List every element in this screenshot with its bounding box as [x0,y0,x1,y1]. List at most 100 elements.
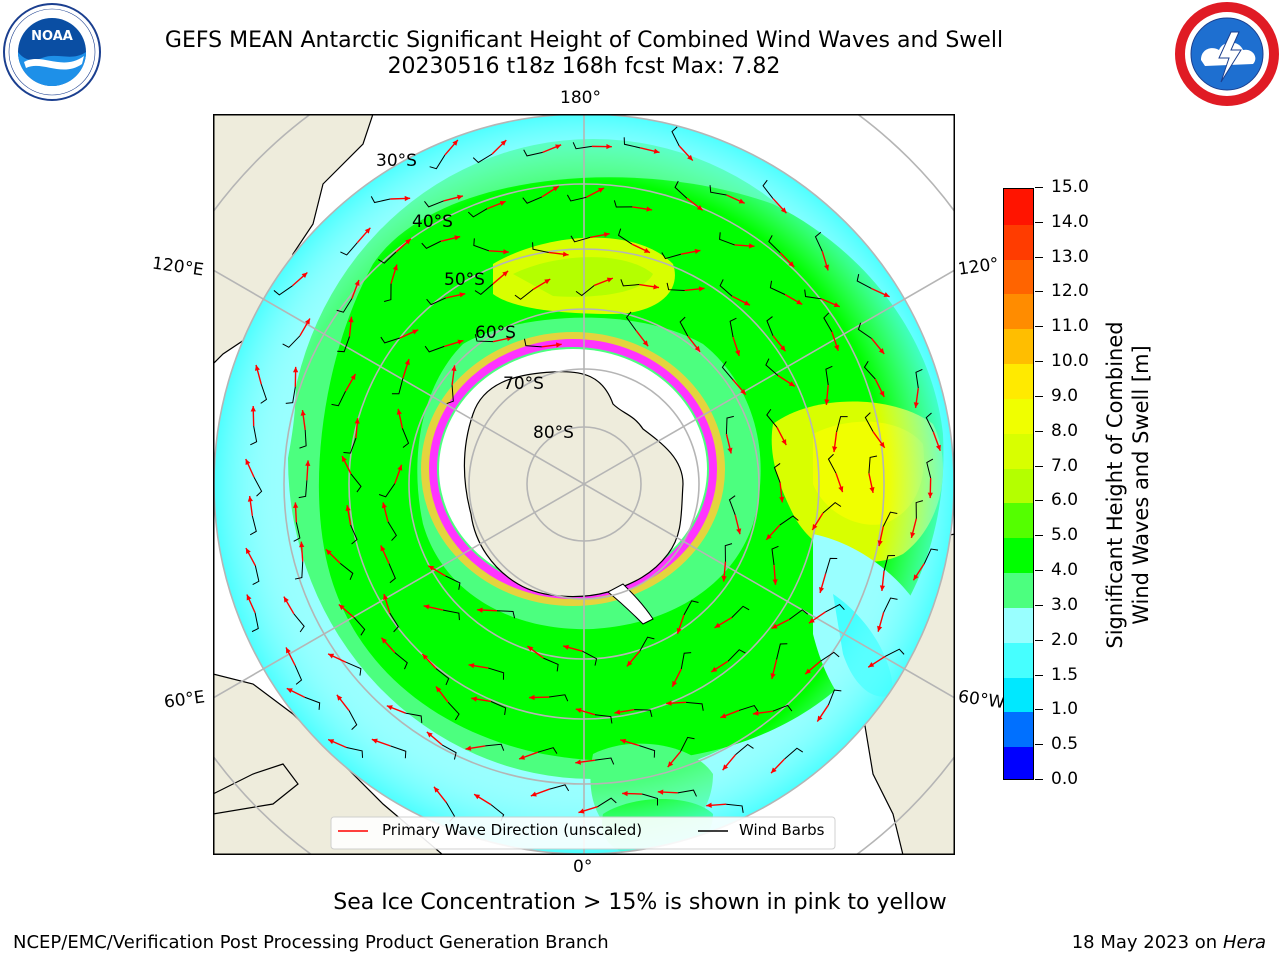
wave-arrow [613,200,653,212]
wave-arrow [380,329,419,344]
wave-arrow [575,708,613,724]
colorbar-tick [1035,291,1043,293]
wave-arrow [370,195,411,204]
wave-arrow [378,238,412,264]
wave-arrow [273,271,308,296]
wave-arrow [720,704,759,719]
wave-arrow [523,338,562,348]
lat-label-50s: 50°S [444,270,485,290]
colorbar-tick [1035,326,1043,328]
lat-label-30s: 30°S [376,151,417,171]
colorbar-tick [1035,500,1043,502]
wave-arrow [250,406,258,446]
colorbar-tick-label: 9.0 [1051,385,1079,406]
wave-arrow [396,408,410,448]
wave-arrow [286,687,321,710]
wave-arrow [721,361,747,396]
legend-wind-barbs-label: Wind Barbs [739,821,825,839]
wave-arrow [380,545,396,584]
wave-arrow [465,743,505,751]
wave-arrow [804,289,841,308]
colorbar-segment [1004,328,1033,365]
wave-arrow [622,790,659,806]
wave-arrow [719,279,751,306]
wave-arrow [578,797,617,814]
wave-arrow [925,412,941,451]
svg-text:NOAA: NOAA [31,29,73,44]
wave-arrow [325,548,354,580]
wave-arrow [343,418,360,454]
wave-arrow [424,339,464,353]
wave-arrow [285,366,299,404]
wave-arrow [770,643,788,680]
colorbar-segment [1004,572,1033,608]
colorbar-segment [1004,606,1033,643]
wave-arrow [762,179,787,214]
wave-arrow [337,316,354,353]
antarctic-wave-height-map [213,114,955,855]
colorbar-tick [1035,187,1043,188]
wave-arrow [522,185,560,204]
lon-label-60w: 60°W [956,686,1007,714]
wave-arrow [765,515,799,541]
wave-arrow [626,636,655,667]
colorbar-segment [1004,432,1033,469]
nws-logo [1175,2,1279,106]
colorbar-segment [1004,502,1033,539]
lat-label-40s: 40°S [412,212,453,232]
date-stamp: 18 May 2023 on Hera [1072,932,1266,953]
wave-arrow [773,463,785,503]
wave-arrow [245,547,260,586]
wave-arrow [827,453,844,493]
wave-arrow [371,738,407,759]
wave-arrow [298,460,311,499]
wave-arrow [566,187,605,202]
wave-arrow [575,277,614,297]
colorbar-tick-label: 11.0 [1051,316,1089,337]
noaa-logo: NOAA [3,3,101,101]
colorbar-tick [1035,256,1043,258]
colorbar-tick [1035,361,1043,363]
lon-label-120w: 120° [956,254,1001,280]
wave-arrow [709,185,745,204]
wave-arrow [254,364,268,404]
wave-arrow [246,594,259,633]
wave-arrow [435,686,460,721]
wave-arrow [667,736,695,768]
colorbar-tick [1035,674,1043,676]
wave-arrow [811,501,842,531]
colorbar-tick-label: 0.0 [1051,769,1079,789]
wave-arrow [617,228,651,254]
wave-arrow [468,663,505,680]
wave-arrow [383,264,398,302]
wave-arrow [429,139,459,170]
wave-arrow [666,700,704,711]
colorbar-tick-label: 14.0 [1051,211,1089,232]
colorbar-segment [1004,467,1033,504]
wave-arrow [427,565,461,590]
colorbar-segment [1004,397,1033,434]
wave-arrow [383,593,399,633]
wave-arrow [857,322,885,355]
wave-arrow [913,368,923,409]
colorbar-tick [1035,535,1043,537]
wave-arrow [327,653,362,676]
wave-arrow [345,505,358,545]
wave-arrow [570,232,610,243]
wave-arrow [808,603,845,624]
colorbar-tick-label: 2.0 [1051,629,1079,650]
colorbar-tick-label: 3.0 [1051,594,1079,615]
wave-arrow [336,279,360,313]
colorbar-segment [1004,258,1033,295]
wave-arrow [877,597,898,632]
wave-arrow [623,137,660,154]
wave-arrow [518,747,558,760]
colorbar-segment [1004,223,1033,260]
wave-arrow [336,694,358,730]
wave-arrow [863,361,885,398]
wave-arrow [674,180,704,211]
wave-arrow [771,609,809,630]
lat-label-80s: 80°S [533,423,574,443]
colorbar-tick-label: 13.0 [1051,246,1089,267]
colorbar-tick-label: 0.5 [1051,734,1079,755]
